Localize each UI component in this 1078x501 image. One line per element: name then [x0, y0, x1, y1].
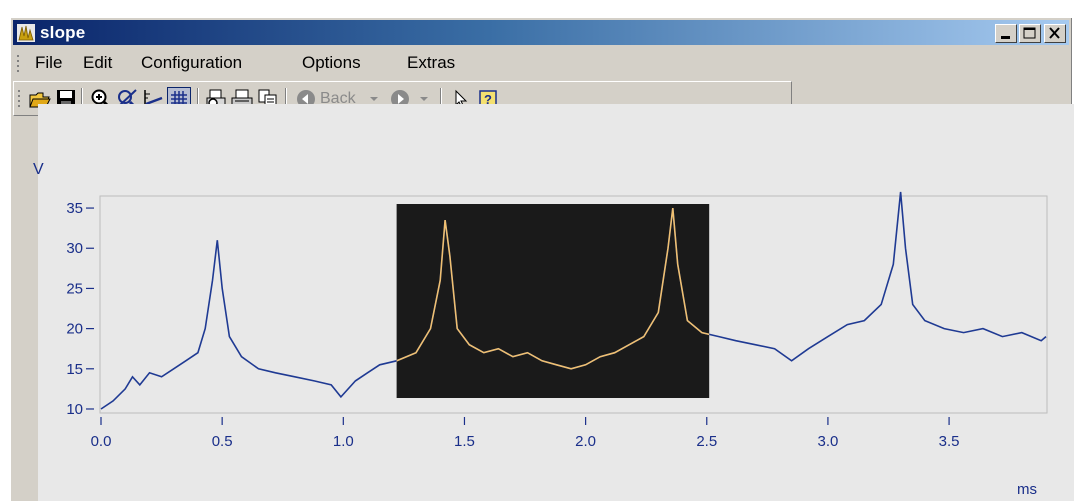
x-tick-label: 2.5 — [696, 433, 717, 450]
maximize-button[interactable] — [1019, 24, 1041, 43]
toolbar-separator — [440, 88, 442, 110]
help-label: ? — [484, 92, 492, 107]
y-tick-label: 15 — [66, 361, 83, 378]
chevron-down-icon — [370, 97, 378, 101]
menu-options[interactable]: Options — [302, 53, 361, 72]
chevron-down-icon — [420, 97, 428, 101]
y-unit-label: V — [33, 161, 44, 178]
highlight-region[interactable] — [396, 204, 710, 398]
x-tick-label: 2.0 — [575, 433, 596, 450]
toolbar-separator — [81, 88, 83, 110]
x-axis-ticks: 0.0 0.5 1.0 1.5 2.0 2.5 3.0 3.5 — [91, 417, 960, 450]
x-tick-label: 3.0 — [817, 433, 838, 450]
y-tick-label: 10 — [66, 401, 83, 418]
menu-configuration[interactable]: Configuration — [141, 53, 243, 72]
menu-bar: File Edit Configuration Options Extras — [13, 47, 1069, 77]
zoom-in-button[interactable] — [89, 87, 113, 111]
x-tick-label: 1.0 — [333, 433, 354, 450]
toolbar-grip-icon — [18, 90, 20, 107]
forward-arrow-icon — [391, 90, 409, 108]
toolbar-separator — [285, 88, 287, 110]
title-bar[interactable]: slope — [13, 20, 1069, 45]
forward-button[interactable] — [388, 87, 412, 111]
close-icon — [1049, 27, 1060, 39]
y-tick-label: 35 — [66, 200, 83, 217]
menu-edit[interactable]: Edit — [83, 53, 113, 72]
menu-extras[interactable]: Extras — [407, 53, 456, 72]
x-tick-label: 3.5 — [939, 433, 960, 450]
toolbar-separator — [197, 88, 199, 110]
back-button[interactable] — [294, 87, 318, 111]
menu-grip-icon — [17, 55, 19, 72]
maximize-icon — [1023, 27, 1036, 39]
menu-file[interactable]: File — [35, 53, 63, 72]
minimize-button[interactable] — [995, 24, 1017, 43]
back-label[interactable]: Back — [320, 90, 356, 107]
close-button[interactable] — [1044, 24, 1066, 43]
x-tick-label: 0.5 — [212, 433, 233, 450]
app-icon — [17, 24, 35, 42]
zoom-in-icon — [91, 89, 112, 110]
forward-dropdown[interactable] — [412, 87, 436, 111]
x-tick-label: 0.0 — [91, 433, 112, 450]
y-axis-ticks: 10 15 20 25 30 35 — [66, 200, 94, 418]
back-dropdown[interactable] — [362, 87, 386, 111]
y-tick-label: 30 — [66, 240, 83, 257]
back-arrow-icon — [297, 90, 315, 108]
y-tick-label: 25 — [66, 280, 83, 297]
window-title: slope — [40, 23, 86, 42]
minimize-icon — [1001, 36, 1010, 39]
x-tick-label: 1.5 — [454, 433, 475, 450]
grid-icon — [171, 91, 187, 107]
x-unit-label: ms — [1017, 481, 1037, 498]
signal-curve-highlighted — [396, 208, 710, 370]
y-tick-label: 20 — [66, 321, 83, 338]
